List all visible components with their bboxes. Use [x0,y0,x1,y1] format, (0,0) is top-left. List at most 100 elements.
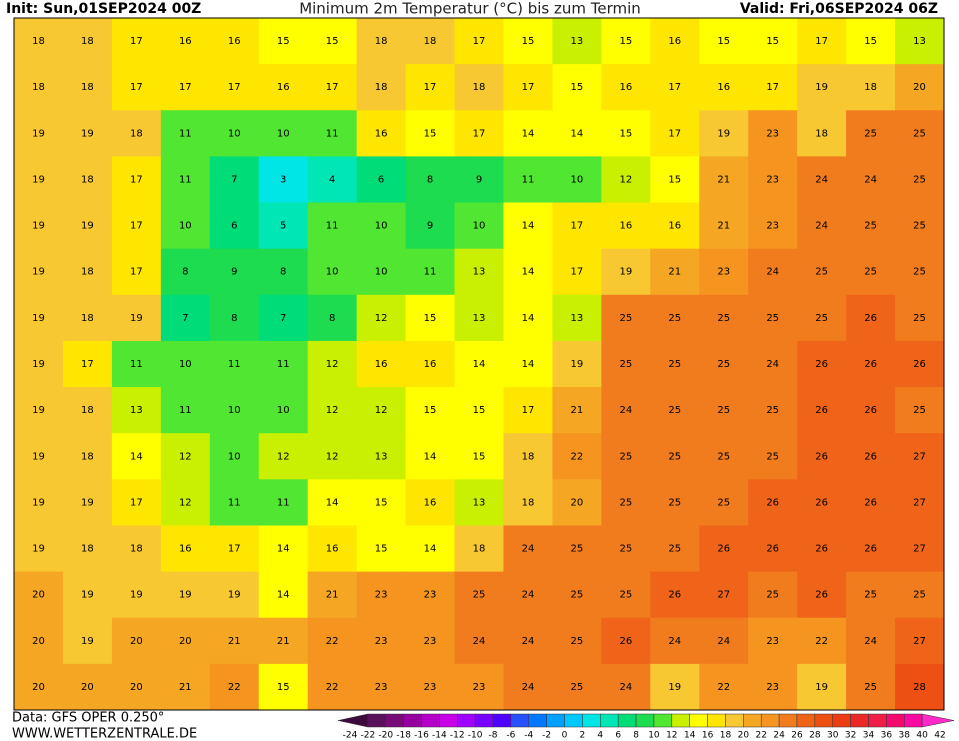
temperature-value: 8 [231,313,237,324]
temperature-cell [405,663,456,711]
temperature-cell [160,18,211,65]
temperature-cell [258,479,309,526]
temperature-cell [748,156,798,204]
temperature-cell [209,156,260,204]
colorbar-label: 2 [580,731,586,741]
temperature-cell [650,156,700,204]
temperature-cell [748,248,798,296]
temperature-value: 10 [571,174,584,185]
temperature-cell [356,433,407,480]
temperature-value: 18 [864,82,877,93]
temperature-value: 15 [717,36,730,47]
colorbar-label: 10 [648,731,660,741]
temperature-value: 17 [815,36,828,47]
temperature-cell [356,479,407,526]
temperature-value: 17 [130,221,143,232]
colorbar-label: 32 [845,731,856,741]
temperature-cell [601,294,651,342]
temperature-value: 25 [619,313,632,324]
temperature-value: 25 [717,497,730,508]
temperature-value: 24 [815,174,828,185]
temperature-value: 25 [913,221,926,232]
temperature-cell [307,663,358,711]
temperature-cell [552,663,602,711]
temperature-cell [307,433,358,480]
temperature-value: 11 [277,359,290,370]
temperature-value: 18 [81,82,94,93]
temperature-cell [846,571,896,619]
temperature-value: 18 [32,36,45,47]
temperature-cell [356,202,407,250]
temperature-value: 20 [32,636,45,647]
colorbar-label: -8 [489,731,498,741]
temperature-cell [160,525,211,573]
temperature-value: 26 [766,544,779,555]
temperature-value: 18 [522,451,535,462]
temperature-value: 11 [228,359,241,370]
temperature-cell [160,64,211,111]
temperature-value: 25 [864,128,877,139]
temperature-value: 20 [32,682,45,693]
temperature-cell [62,387,113,434]
temperature-cell [209,525,260,573]
colorbar-box [492,713,512,728]
temperature-value: 23 [766,128,779,139]
temperature-value: 9 [231,267,237,278]
temperature-cell [895,340,945,388]
temperature-value: 25 [717,451,730,462]
temperature-cell [356,18,407,65]
temperature-value: 11 [424,267,437,278]
temperature-cell [699,571,749,619]
temperature-value: 13 [130,405,143,416]
temperature-value: 22 [326,682,339,693]
temperature-cell [552,248,602,296]
temperature-cell [748,525,798,573]
temperature-value: 19 [815,682,828,693]
temperature-value: 25 [864,590,877,601]
temperature-cell [14,433,64,480]
temperature-value: 12 [619,174,632,185]
temperature-cell [160,387,211,434]
temperature-cell [650,18,700,65]
colorbar-box [689,713,708,728]
temperature-value: 27 [913,451,926,462]
temperature-cell [209,433,260,480]
temperature-cell [601,248,651,296]
temperature-cell [62,248,113,296]
temperature-value: 20 [81,682,94,693]
temperature-cell [650,525,700,573]
temperature-cell [797,663,847,711]
colorbar-box [403,713,422,728]
temperature-value: 25 [473,590,486,601]
temperature-cell [503,617,553,665]
colorbar-box [385,713,404,728]
temperature-value: 17 [522,82,535,93]
temperature-cell [160,294,211,342]
temperature-value: 5 [280,221,286,232]
temperature-value: 4 [329,174,335,185]
temperature-value: 10 [375,221,388,232]
temperature-value: 16 [717,82,730,93]
temperature-value: 8 [427,174,433,185]
temperature-value: 22 [571,451,584,462]
temperature-value: 12 [179,497,192,508]
temperature-cell [160,617,211,665]
colorbar-box [546,713,565,728]
temperature-value: 14 [424,544,437,555]
temperature-cell [601,479,651,526]
temperature-cell [895,248,945,296]
temperature-cell [160,156,211,204]
temperature-value: 25 [571,682,584,693]
temperature-value: 17 [228,544,241,555]
temperature-cell [307,248,358,296]
temperature-cell [503,433,553,480]
temperature-value: 26 [864,451,877,462]
temperature-cell [258,18,309,65]
temperature-value: 17 [522,405,535,416]
colorbar-label: 28 [809,731,821,741]
temperature-cell [111,617,162,665]
colorbar-label: 6 [615,731,621,741]
temperature-value: 25 [619,497,632,508]
temperature-cell [846,110,896,157]
temperature-value: 12 [326,405,339,416]
